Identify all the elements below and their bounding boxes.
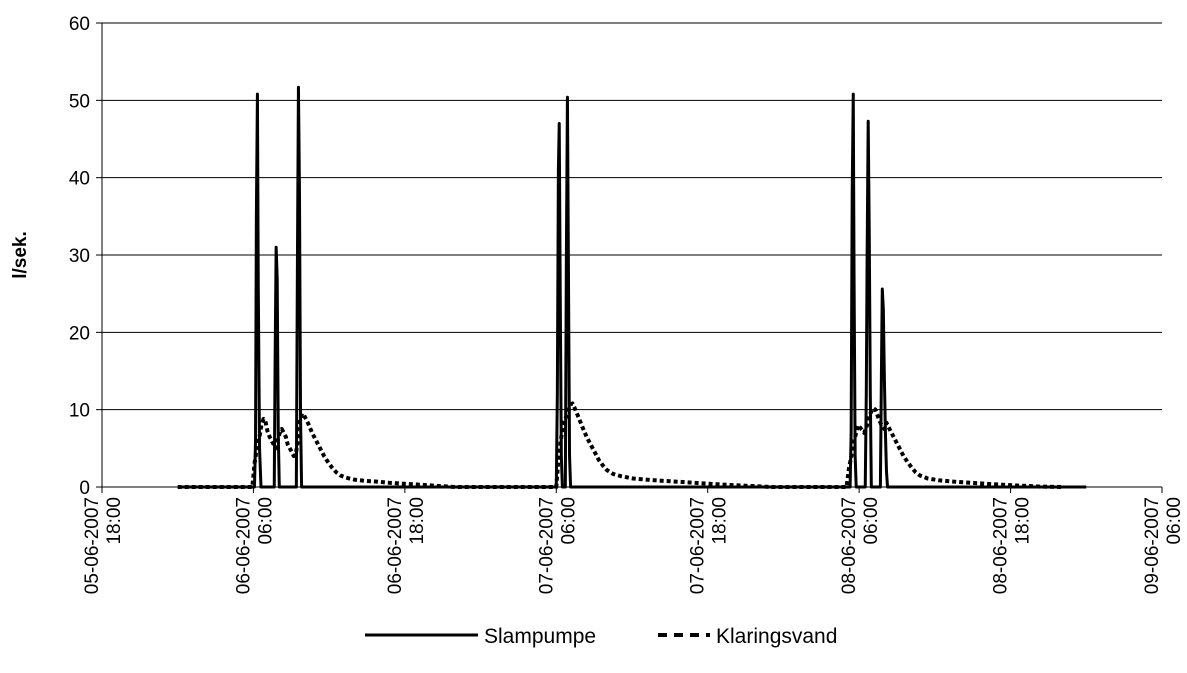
x-tick-date-7: 09-06-2007	[1142, 497, 1163, 594]
legend-label-slampumpe: Slampumpe	[484, 625, 596, 648]
y-tick-label-6: 60	[69, 14, 90, 35]
x-tick-date-3: 07-06-2007	[536, 497, 557, 594]
y-tick-label-2: 20	[69, 323, 90, 344]
gridlines	[102, 22, 1162, 411]
x-tick-time-2: 18:00	[407, 497, 428, 545]
y-tick-label-0: 0	[79, 478, 90, 499]
series-lines	[177, 85, 1087, 489]
x-tick-time-6: 18:00	[1013, 497, 1034, 545]
x-tick-date-2: 06-06-2007	[385, 497, 406, 594]
x-tick-date-6: 08-06-2007	[991, 497, 1012, 594]
x-tick-date-5: 08-06-2007	[839, 497, 860, 594]
x-tick-time-7: 06:00	[1164, 497, 1185, 545]
legend: Slampumpe Klaringsvand	[365, 625, 837, 648]
x-tick-time-0: 18:00	[104, 497, 125, 545]
y-tick-label-5: 50	[69, 91, 90, 112]
x-tick-date-4: 07-06-2007	[688, 497, 709, 594]
y-axis-label: l/sek.	[10, 231, 31, 279]
series-line-slampumpe	[177, 85, 1087, 489]
x-tick-time-4: 18:00	[710, 497, 731, 545]
y-tick-label-3: 30	[69, 246, 90, 267]
x-tick-time-5: 06:00	[861, 497, 882, 545]
x-tick-time-1: 06:00	[255, 497, 276, 545]
y-tick-label-4: 40	[69, 169, 90, 190]
legend-label-klaringsvand: Klaringsvand	[716, 625, 837, 648]
series-line-klaringsvand	[177, 401, 1062, 489]
y-axis-ticks: 0 10 20 30 40 50 60	[69, 14, 102, 499]
x-tick-date-0: 05-06-2007	[82, 497, 103, 594]
x-axis-ticks: 05-06-2007 18:00 06-06-2007 06:00 06-06-2007…	[82, 487, 1185, 594]
y-tick-label-1: 10	[69, 401, 90, 422]
x-tick-time-3: 06:00	[558, 497, 579, 545]
x-tick-date-1: 06-06-2007	[233, 497, 254, 594]
